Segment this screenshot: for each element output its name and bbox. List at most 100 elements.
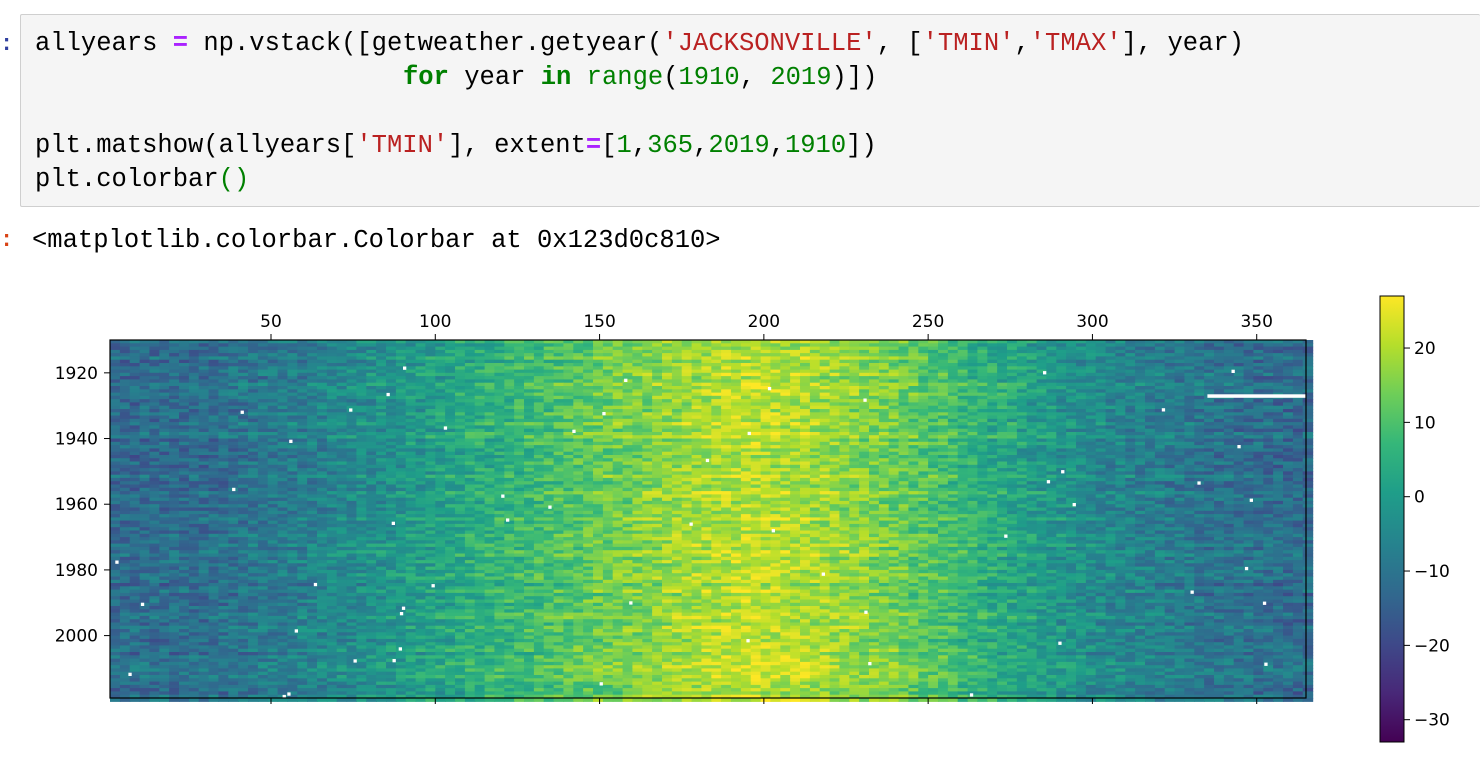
heatmap-cell — [1164, 379, 1176, 384]
heatmap-cell — [228, 346, 239, 351]
heatmap-cell — [967, 353, 979, 357]
heatmap-cell — [1263, 382, 1274, 387]
heatmap-cell — [435, 379, 446, 384]
heatmap-cell — [129, 376, 141, 380]
heatmap-cell — [1174, 376, 1186, 380]
heatmap-cell — [1036, 363, 1048, 367]
heatmap-cell — [474, 369, 486, 374]
heatmap-cell — [671, 379, 683, 384]
heatmap-cell — [1174, 359, 1186, 364]
heatmap-cell — [395, 359, 407, 364]
heatmap-cell — [1204, 369, 1215, 374]
heatmap-cell — [721, 372, 732, 377]
heatmap-cell — [1085, 343, 1097, 348]
heatmap-cell — [1095, 343, 1107, 348]
heatmap-cell — [119, 363, 131, 367]
heatmap-cell — [750, 366, 762, 371]
heatmap-cell — [1302, 372, 1314, 377]
heatmap-cell — [1184, 340, 1195, 344]
heatmap-cell — [602, 372, 614, 377]
heatmap-cell — [366, 353, 377, 357]
heatmap-cell — [819, 340, 831, 344]
heatmap-cell — [967, 340, 979, 344]
heatmap-cell — [947, 363, 959, 367]
heatmap-cell — [228, 382, 239, 387]
heatmap-cell — [612, 369, 624, 374]
heatmap-cell — [731, 356, 742, 361]
heatmap-cell — [425, 353, 436, 357]
heatmap-cell — [780, 340, 791, 344]
heatmap-cell — [1085, 369, 1097, 374]
heatmap-cell — [1273, 369, 1284, 374]
heatmap-cell — [149, 359, 160, 364]
heatmap-cell — [622, 363, 634, 367]
heatmap-cell — [1125, 382, 1136, 387]
heatmap-cell — [997, 349, 1008, 354]
heatmap-cell — [1253, 359, 1264, 364]
heatmap-cell — [908, 343, 919, 348]
heatmap-cell — [770, 386, 781, 390]
heatmap-cell — [987, 346, 998, 351]
heatmap-cell — [317, 346, 328, 351]
heatmap-cell — [671, 363, 683, 367]
heatmap-cell — [317, 372, 328, 377]
heatmap-cell — [878, 369, 890, 374]
heatmap-cell — [701, 343, 712, 348]
heatmap-cell — [1223, 382, 1235, 387]
heatmap-cell — [110, 363, 121, 367]
heatmap-cell — [790, 372, 801, 377]
heatmap-cell — [415, 382, 427, 387]
heatmap-cell — [573, 340, 584, 344]
heatmap-cell — [267, 346, 279, 351]
heatmap-cell — [898, 372, 910, 377]
code-token: 1 — [616, 131, 632, 160]
heatmap-cell — [504, 340, 515, 344]
heatmap-cell — [1233, 346, 1245, 351]
heatmap-cell — [149, 372, 160, 377]
heatmap-cell — [691, 363, 703, 367]
heatmap-cell — [1085, 366, 1097, 371]
heatmap-cell — [731, 340, 742, 344]
heatmap-cell — [1036, 340, 1048, 344]
heatmap-cell — [504, 379, 515, 384]
heatmap-cell — [849, 340, 860, 344]
heatmap-cell — [622, 359, 634, 364]
heatmap-cell — [208, 366, 220, 371]
heatmap-cell — [169, 382, 180, 387]
heatmap-cell — [1214, 346, 1225, 351]
heatmap-cell — [898, 369, 910, 374]
heatmap-cell — [1273, 379, 1284, 384]
heatmap-cell — [110, 379, 121, 384]
heatmap-cell — [928, 349, 939, 354]
code-cell[interactable]: allyears = np.vstack([getweather.getyear… — [20, 14, 1480, 207]
heatmap-cell — [583, 343, 594, 348]
heatmap-cell — [395, 349, 407, 354]
heatmap-cell — [1115, 372, 1126, 377]
heatmap-cell — [1174, 346, 1186, 351]
heatmap-cell — [1066, 379, 1077, 384]
heatmap-cell — [248, 359, 259, 364]
code-token: ], year) — [1121, 29, 1244, 58]
heatmap-cell — [1016, 353, 1028, 357]
heatmap-cell — [938, 379, 949, 384]
heatmap-cell — [277, 353, 289, 357]
heatmap-cell — [622, 372, 634, 377]
heatmap-cell — [1292, 356, 1304, 361]
heatmap-cell — [1194, 359, 1205, 364]
heatmap-cell — [474, 386, 486, 390]
heatmap-cell — [484, 340, 496, 344]
heatmap-cell — [1115, 366, 1126, 371]
heatmap-cell — [1095, 363, 1107, 367]
heatmap-cell — [1056, 356, 1067, 361]
code-token: , — [631, 131, 648, 160]
heatmap-cell — [445, 346, 456, 351]
heatmap-cell — [1135, 359, 1146, 364]
heatmap-cell — [1214, 379, 1225, 384]
heatmap-cell — [573, 349, 584, 354]
heatmap-cell — [149, 386, 160, 390]
heatmap-cell — [573, 363, 584, 367]
heatmap-cell — [317, 382, 328, 387]
heatmap-cell — [839, 372, 850, 377]
heatmap-cell — [622, 382, 634, 387]
heatmap-cell — [888, 363, 900, 367]
